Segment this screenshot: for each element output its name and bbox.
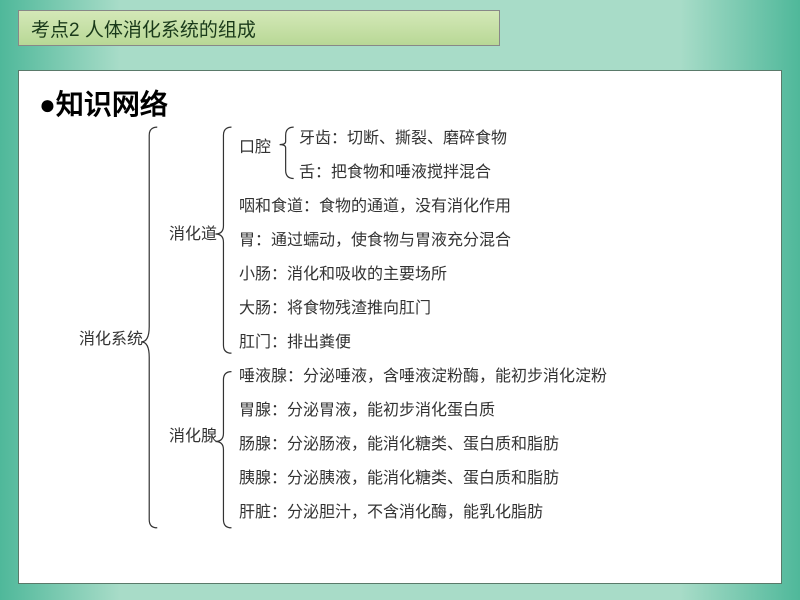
title-text: 考点2 人体消化系统的组成 (31, 15, 256, 42)
leaf-small-intestine: 小肠：消化和吸收的主要场所 (239, 263, 447, 287)
leaf-stomach: 胃：通过蠕动，使食物与胃液充分混合 (239, 229, 511, 253)
leaf-anus: 肛门：排出粪便 (239, 331, 351, 355)
leaf-pharynx: 咽和食道：食物的通道，没有消化作用 (239, 195, 511, 219)
content-box: ●知识网络 消化系统 消化道 口腔 牙齿：切断、撕裂、磨碎食物 舌：把食物和唾液… (18, 70, 782, 584)
node-root: 消化系统 (79, 328, 143, 352)
leaf-intestinal-gland: 肠腺：分泌肠液，能消化糖类、蛋白质和脂肪 (239, 433, 559, 457)
node-oral-cavity: 口腔 (239, 136, 271, 160)
leaf-pancreas: 胰腺：分泌胰液，能消化糖类、蛋白质和脂肪 (239, 467, 559, 491)
leaf-large-intestine: 大肠：将食物残渣推向肛门 (239, 297, 431, 321)
tree-diagram: 消化系统 消化道 口腔 牙齿：切断、撕裂、磨碎食物 舌：把食物和唾液搅拌混合 咽… (79, 121, 721, 573)
title-bar: 考点2 人体消化系统的组成 (18, 10, 500, 46)
leaf-gastric-gland: 胃腺：分泌胃液，能初步消化蛋白质 (239, 399, 495, 423)
leaf-salivary-gland: 唾液腺：分泌唾液，含唾液淀粉酶，能初步消化淀粉 (239, 365, 607, 389)
node-digestive-glands: 消化腺 (169, 425, 217, 449)
leaf-tongue: 舌：把食物和唾液搅拌混合 (299, 161, 491, 185)
section-heading: ●知识网络 (39, 83, 168, 123)
leaf-teeth: 牙齿：切断、撕裂、磨碎食物 (299, 127, 507, 151)
leaf-liver: 肝脏：分泌胆汁，不含消化酶，能乳化脂肪 (239, 501, 543, 525)
node-digestive-tract: 消化道 (169, 223, 217, 247)
